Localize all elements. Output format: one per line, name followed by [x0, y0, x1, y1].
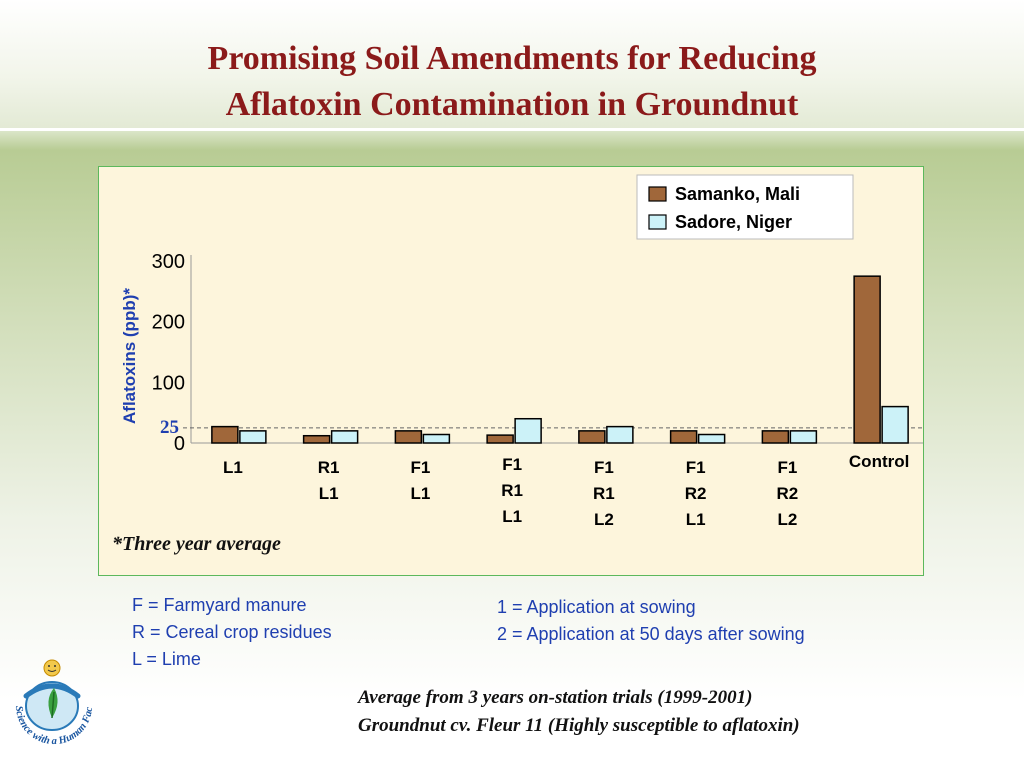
y-tick-label: 300 [152, 251, 185, 273]
x-tick-label: L1 [319, 484, 339, 503]
bar-samanko [669, 430, 698, 444]
x-tick-label: R2 [777, 484, 799, 503]
bar-chart: 0 100 200 300 Aflatoxins (ppb)* 25 L1 R1 L1 F1 L1 F… [120, 174, 923, 529]
page-title: Promising Soil Amendments for Reducing A… [0, 36, 1024, 128]
title-band [0, 0, 1024, 131]
bar-sadore [881, 405, 909, 444]
x-tick-label: F1 [410, 458, 430, 477]
bar-samanko [302, 434, 331, 444]
bar-sadore [697, 433, 726, 444]
bar-sadore [606, 425, 634, 444]
application-key: 1 = Application at sowing 2 = Applicatio… [497, 594, 805, 648]
x-tick-label: F1 [502, 455, 522, 474]
legend [636, 174, 854, 240]
key-item: F = Farmyard manure [132, 595, 307, 615]
y-axis-title: Aflatoxins (ppb)* [120, 288, 139, 424]
x-tick-label: R2 [685, 484, 707, 503]
bar-samanko [853, 275, 881, 444]
footer-line: Average from 3 years on-station trials (… [358, 687, 753, 708]
x-tick-label: L2 [777, 510, 797, 529]
x-tick-label: R1 [593, 484, 615, 503]
x-tick-label: F1 [777, 458, 797, 477]
legend-swatch [648, 186, 667, 202]
bar-samanko [578, 430, 606, 444]
x-tick-label: L2 [594, 510, 614, 529]
title-line-2: Aflatoxin Contamination in Groundnut [225, 86, 799, 123]
bar-samanko [211, 425, 239, 444]
x-tick-label: R1 [501, 481, 523, 500]
footer-note: Average from 3 years on-station trials (… [358, 684, 800, 740]
x-tick-label: L1 [502, 507, 522, 526]
abbreviation-key: F = Farmyard manure R = Cereal crop resi… [132, 592, 332, 673]
science-with-a-human-face-logo: Science with a Human Face [4, 656, 95, 747]
three-year-note: *Three year average [112, 533, 281, 555]
bar-samanko [394, 430, 423, 444]
y-tick-label: 0 [174, 433, 185, 455]
x-tick-label: F1 [686, 458, 706, 477]
footer-line: Groundnut cv. Fleur 11 (Highly susceptib… [358, 715, 800, 736]
x-tick-label: L1 [410, 484, 430, 503]
legend-label: Sadore, Niger [675, 212, 792, 232]
bar-sadore [789, 430, 818, 444]
bar-sadore [330, 430, 359, 444]
bar-sadore [422, 433, 451, 444]
bar-sadore [239, 430, 267, 444]
bar-sadore [514, 417, 542, 444]
x-tick-label: Control [849, 452, 909, 471]
bar-samanko [486, 434, 514, 444]
y-tick-label: 200 [152, 312, 185, 334]
x-tick-label: R1 [318, 458, 340, 477]
x-tick-label: L1 [686, 510, 706, 529]
reference-label: 25 [160, 417, 179, 438]
legend-label: Samanko, Mali [675, 184, 800, 204]
x-tick-label: F1 [594, 458, 614, 477]
y-tick-label: 100 [152, 372, 185, 394]
chart-panel: 0 100 200 300 Aflatoxins (ppb)* 25 L1 R1 L1 F1 L1 F… [98, 166, 924, 576]
legend-swatch [648, 214, 667, 230]
key-item: 1 = Application at sowing [497, 597, 696, 617]
bar-samanko [761, 430, 790, 444]
key-item: L = Lime [132, 649, 201, 669]
key-item: 2 = Application at 50 days after sowing [497, 624, 805, 644]
title-line-1: Promising Soil Amendments for Reducing [207, 40, 817, 77]
key-item: R = Cereal crop residues [132, 622, 332, 642]
x-tick-label: L1 [223, 458, 243, 477]
